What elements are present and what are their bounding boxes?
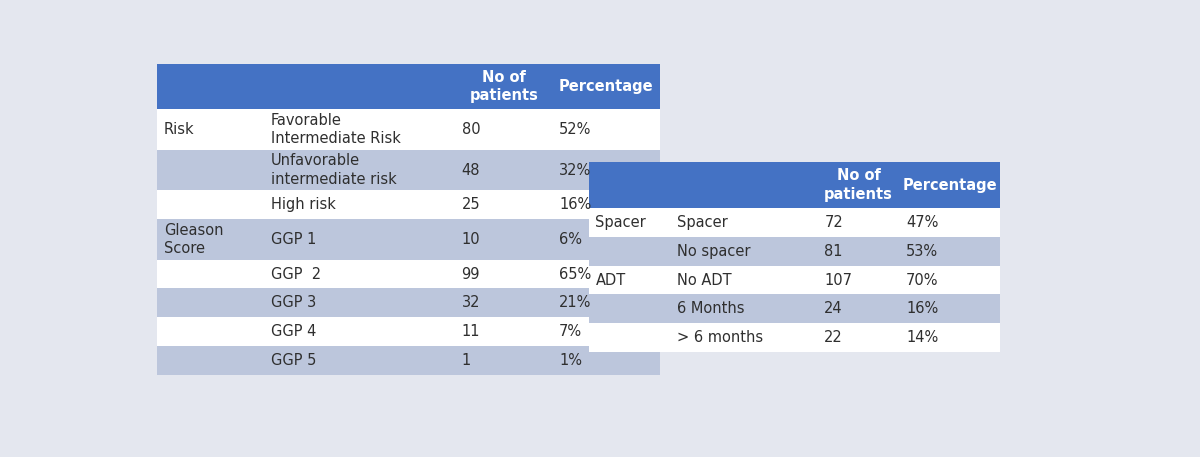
Text: Percentage: Percentage: [559, 79, 654, 94]
Bar: [157, 150, 660, 190]
Text: High risk: High risk: [271, 197, 336, 212]
Text: 6%: 6%: [559, 232, 582, 247]
Text: 1: 1: [462, 353, 470, 368]
Bar: [589, 294, 1000, 324]
Text: Risk: Risk: [164, 122, 194, 137]
Text: 16%: 16%: [906, 302, 938, 316]
Text: GGP 5: GGP 5: [271, 353, 317, 368]
Text: Spacer: Spacer: [677, 215, 728, 230]
Bar: [264, 64, 455, 109]
Bar: [157, 190, 660, 219]
Text: Favorable
Intermediate Risk: Favorable Intermediate Risk: [271, 113, 401, 146]
Bar: [589, 324, 1000, 352]
Bar: [900, 162, 1000, 208]
Bar: [157, 64, 264, 109]
Bar: [589, 208, 1000, 237]
Bar: [157, 260, 660, 288]
Text: No of
patients: No of patients: [824, 168, 893, 202]
Text: 11: 11: [462, 324, 480, 339]
Text: 99: 99: [462, 266, 480, 282]
Text: 52%: 52%: [559, 122, 592, 137]
Text: 22: 22: [824, 330, 842, 345]
Text: Percentage: Percentage: [902, 177, 997, 192]
Text: 48: 48: [462, 163, 480, 178]
Text: 24: 24: [824, 302, 842, 316]
Text: GGP 4: GGP 4: [271, 324, 317, 339]
Text: ADT: ADT: [595, 272, 625, 287]
Text: 81: 81: [824, 244, 842, 259]
Text: No ADT: No ADT: [677, 272, 732, 287]
Bar: [589, 162, 671, 208]
Text: Unfavorable
intermediate risk: Unfavorable intermediate risk: [271, 153, 397, 187]
Bar: [157, 317, 660, 346]
Text: 6 Months: 6 Months: [677, 302, 745, 316]
Text: 32%: 32%: [559, 163, 592, 178]
Text: 53%: 53%: [906, 244, 938, 259]
Text: 107: 107: [824, 272, 852, 287]
Bar: [157, 109, 660, 150]
Text: 7%: 7%: [559, 324, 582, 339]
Text: 1%: 1%: [559, 353, 582, 368]
Text: 25: 25: [462, 197, 480, 212]
Bar: [157, 288, 660, 317]
Bar: [589, 237, 1000, 266]
Text: 14%: 14%: [906, 330, 938, 345]
Text: Gleason
Score: Gleason Score: [164, 223, 223, 256]
Text: 16%: 16%: [559, 197, 592, 212]
Bar: [553, 64, 660, 109]
Text: Spacer: Spacer: [595, 215, 647, 230]
Text: 65%: 65%: [559, 266, 592, 282]
Text: 72: 72: [824, 215, 842, 230]
Text: 47%: 47%: [906, 215, 938, 230]
Text: GGP 3: GGP 3: [271, 295, 316, 310]
Bar: [455, 64, 553, 109]
Text: 32: 32: [462, 295, 480, 310]
Text: No of
patients: No of patients: [469, 70, 539, 103]
Text: > 6 months: > 6 months: [677, 330, 763, 345]
Bar: [817, 162, 900, 208]
Text: GGP  2: GGP 2: [271, 266, 322, 282]
Text: 70%: 70%: [906, 272, 938, 287]
Text: No spacer: No spacer: [677, 244, 751, 259]
Text: GGP 1: GGP 1: [271, 232, 317, 247]
Bar: [157, 346, 660, 375]
Bar: [589, 266, 1000, 294]
Bar: [671, 162, 817, 208]
Text: 10: 10: [462, 232, 480, 247]
Text: 21%: 21%: [559, 295, 592, 310]
Text: 80: 80: [462, 122, 480, 137]
Bar: [157, 219, 660, 260]
